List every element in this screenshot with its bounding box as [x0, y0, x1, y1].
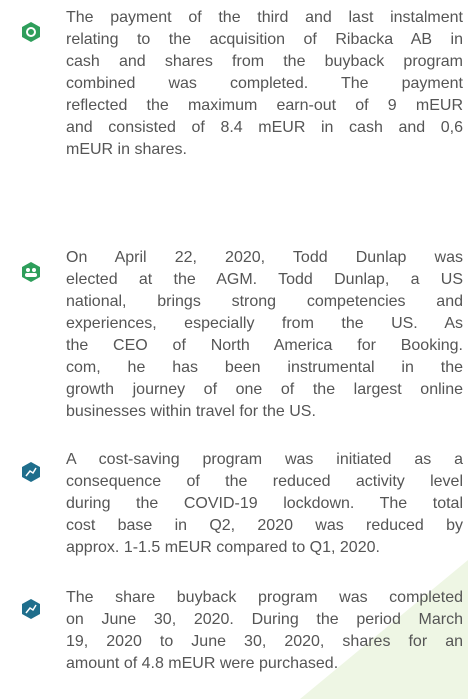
text-line: experiences, especially from the US. As	[66, 315, 463, 332]
text-line: and consisted of 8.4 mEUR in cash and 0,…	[66, 119, 463, 136]
text-line: on June 30, 2020. During the period Marc…	[66, 611, 463, 628]
text-line: elected at the AGM. Todd Dunlap, a US	[66, 271, 463, 288]
text-line: businesses within travel for the US.	[66, 403, 316, 420]
text-line: A cost-saving program was initiated as a	[66, 451, 463, 468]
text-line: The payment of the third and last instal…	[66, 9, 463, 26]
text-line: cash and shares from the buyback program	[66, 53, 463, 70]
text-line: approx. 1-1.5 mEUR compared to Q1, 2020.	[66, 539, 380, 556]
news-item: A cost-saving program was initiated as a…	[66, 449, 463, 559]
icon-chart	[22, 599, 40, 619]
text-line: growth journey of one of the largest onl…	[66, 381, 463, 398]
icon-people	[22, 262, 40, 282]
text-line: On April 22, 2020, Todd Dunlap was	[66, 249, 463, 266]
text-line: during the COVID-19 lockdown. The total	[66, 495, 463, 512]
news-item: On April 22, 2020, Todd Dunlap was electe…	[66, 247, 463, 423]
text-line: amount of 4.8 mEUR were purchased.	[66, 655, 339, 672]
text-line: cost base in Q2, 2020 was reduced by	[66, 517, 463, 534]
text-line: national, brings strong competencies and	[66, 293, 463, 310]
text-line: combined was completed. The payment	[66, 75, 463, 92]
text-line: relating to the acquisition of Ribacka A…	[66, 31, 463, 48]
text-line: consequence of the reduced activity leve…	[66, 473, 463, 490]
text-line: mEUR in shares.	[66, 141, 187, 158]
text-line: com, he has been instrumental in the	[66, 359, 463, 376]
text-line: The share buyback program was completed	[66, 589, 463, 606]
text-line: reflected the maximum earn-out of 9 mEUR	[66, 97, 463, 114]
text-line: 19, 2020 to June 30, 2020, shares for an	[66, 633, 463, 650]
icon-chart	[22, 462, 40, 482]
icon-payment	[22, 22, 40, 42]
corner-shape	[300, 560, 468, 699]
news-item: The payment of the third and last instal…	[66, 7, 463, 161]
text-line: the CEO of North America for Booking.	[66, 337, 463, 354]
news-item: The share buyback program was completed o…	[66, 587, 463, 675]
